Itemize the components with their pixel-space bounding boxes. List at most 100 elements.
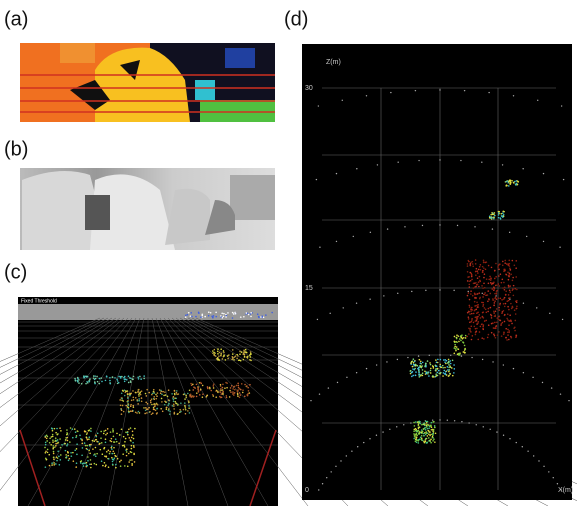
point [428, 428, 430, 430]
point [496, 308, 498, 310]
point [192, 384, 194, 386]
point [213, 395, 215, 397]
point [485, 309, 487, 311]
point [471, 313, 473, 315]
point [477, 272, 479, 274]
point [135, 397, 137, 399]
point [502, 213, 504, 215]
point [111, 438, 113, 440]
point [223, 352, 225, 354]
point [481, 285, 483, 287]
point [157, 392, 159, 394]
point [434, 427, 436, 429]
range-dot [481, 161, 482, 162]
point [478, 281, 480, 283]
point [514, 330, 516, 332]
range-dot [523, 303, 524, 304]
tick-label: 0 [305, 487, 309, 494]
point [503, 310, 505, 312]
point [51, 436, 53, 438]
point [135, 392, 137, 394]
point [148, 392, 150, 394]
range-dot [340, 460, 341, 461]
point [502, 279, 504, 281]
point [93, 454, 95, 456]
point [440, 372, 442, 374]
point [444, 361, 446, 363]
point [122, 405, 124, 407]
range-dot [532, 377, 533, 378]
point [103, 448, 105, 450]
point [226, 397, 228, 399]
point [488, 265, 490, 267]
point [139, 391, 141, 393]
point [113, 436, 115, 438]
point [499, 263, 501, 265]
point [90, 463, 92, 465]
point [52, 430, 54, 432]
point [458, 341, 460, 343]
point [198, 391, 200, 393]
point [416, 433, 418, 435]
point [124, 446, 126, 448]
point [237, 355, 239, 357]
point [117, 458, 119, 460]
range-dot [439, 419, 440, 420]
range-dot [461, 355, 462, 356]
point [505, 337, 507, 339]
point [166, 407, 168, 409]
point [53, 458, 55, 460]
point [153, 391, 155, 393]
point [175, 402, 177, 404]
point [121, 392, 123, 394]
point [460, 337, 462, 339]
point [86, 375, 88, 377]
point [214, 355, 216, 357]
range-dot [548, 471, 549, 472]
range-dot [357, 446, 358, 447]
point [477, 316, 479, 318]
point [413, 430, 415, 432]
point [478, 306, 480, 308]
point [201, 313, 203, 315]
point [476, 320, 478, 322]
range-dot [496, 431, 497, 432]
range-dot [557, 483, 558, 484]
point [448, 362, 450, 364]
point [67, 451, 69, 453]
point [102, 465, 104, 467]
point [250, 351, 252, 353]
point [178, 393, 180, 395]
point [220, 390, 222, 392]
range-dot [382, 431, 383, 432]
point [230, 387, 232, 389]
point [415, 371, 417, 373]
point [418, 427, 420, 429]
point [427, 430, 429, 432]
point [132, 405, 134, 407]
point [507, 331, 509, 333]
point [232, 349, 234, 351]
point [114, 457, 116, 459]
point [133, 454, 135, 456]
point [229, 396, 231, 398]
point [221, 312, 223, 314]
depth-map [20, 43, 275, 122]
point [246, 394, 248, 396]
point [505, 328, 507, 330]
point [494, 215, 496, 217]
point [90, 430, 92, 432]
point [52, 441, 54, 443]
point [87, 456, 89, 458]
point [509, 179, 511, 181]
point [485, 268, 487, 270]
range-dot [543, 173, 544, 174]
point [131, 459, 133, 461]
point [220, 355, 222, 357]
point [501, 312, 503, 314]
range-dot [503, 364, 504, 365]
point [433, 438, 435, 440]
range-dot [522, 168, 523, 169]
point [89, 378, 91, 380]
point [225, 359, 227, 361]
